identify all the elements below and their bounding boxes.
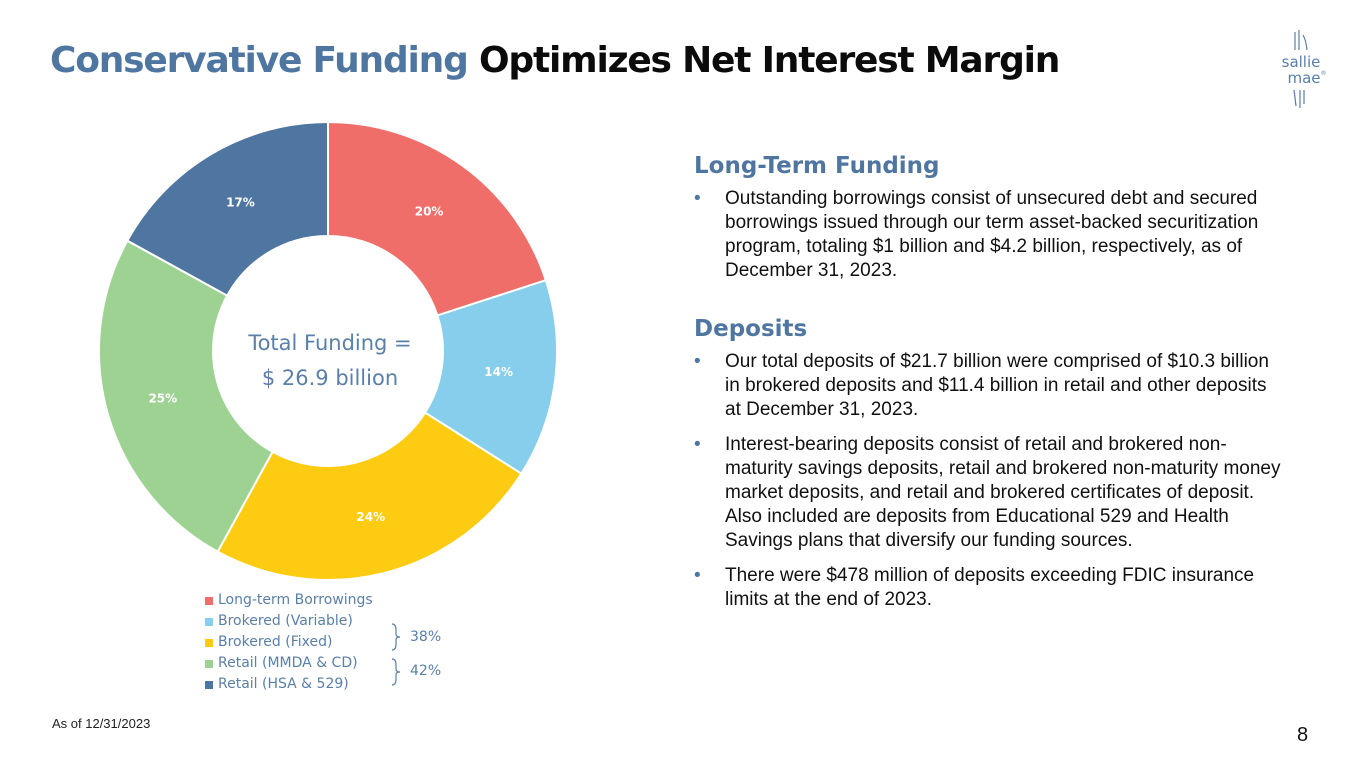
legend-label: Retail (MMDA & CD) [218, 655, 358, 671]
commentary-panel: Long-Term Funding • Outstanding borrowing… [694, 150, 1284, 612]
section-heading: Long-Term Funding [694, 153, 940, 179]
donut-center-label: Total Funding = $ 26.9 billion [215, 326, 445, 396]
brokered-group-percent: 38% [410, 629, 442, 645]
legend-label: Brokered (Variable) [218, 613, 353, 629]
slice-value-label: 20% [415, 204, 444, 218]
footnote: As of 12/31/2023 [52, 716, 151, 731]
center-label-line-2: $ 26.9 billion [261, 366, 399, 390]
logo-lines-icon [1293, 30, 1308, 108]
bullet-text: There were $478 million of deposits exce… [725, 565, 1255, 610]
bullet-dot-icon: • [694, 434, 701, 455]
legend-item: Retail (HSA & 529) [205, 674, 373, 695]
bullet-list: • Outstanding borrowings consist of unsec… [694, 187, 1284, 283]
registered-mark: ® [1320, 70, 1327, 77]
center-label-line-1: Total Funding = [248, 331, 412, 355]
legend-item: Long-term Borrowings [205, 590, 373, 611]
retail-group-percent: 42% [410, 663, 442, 679]
section-long-term-funding: Long-Term Funding • Outstanding borrowing… [694, 150, 1284, 283]
bullet-dot-icon: • [694, 351, 701, 372]
bullet-dot-icon: • [694, 188, 701, 209]
page-number: 8 [1297, 724, 1309, 746]
slice-value-label: 17% [226, 195, 255, 209]
slice-value-label: 25% [148, 391, 177, 405]
legend-label: Retail (HSA & 529) [218, 676, 349, 692]
funding-donut-chart: 20% 14% 24% 25% 17% [98, 120, 558, 581]
section-heading: Deposits [694, 316, 808, 342]
bullet-dot-icon: • [694, 565, 701, 586]
slice-value-label: 24% [356, 510, 385, 524]
bullet-item: • There were $478 million of deposits exc… [694, 564, 1284, 612]
legend-item: Brokered (Variable) [205, 611, 373, 632]
donut-slice-retail-hsa-529 [125, 120, 329, 297]
bullet-text: Interest-bearing deposits consist of ret… [725, 434, 1281, 551]
page-title: Conservative Funding Optimizes Net Inter… [50, 40, 1060, 81]
chart-legend: Long-term Borrowings Brokered (Variable) B… [205, 590, 373, 695]
legend-swatch [205, 659, 213, 668]
legend-item: Retail (MMDA & CD) [205, 653, 373, 674]
donut-slice-retail-mmda-cd [98, 239, 274, 554]
donut-slice-brokered-fixed [216, 411, 523, 581]
sallie-mae-logo: sallie mae® [1270, 30, 1340, 110]
brace-icon [391, 623, 401, 651]
bullet-text: Outstanding borrowings consist of unsecu… [725, 188, 1259, 281]
bullet-item: • Outstanding borrowings consist of unsec… [694, 187, 1284, 283]
title-highlight: Conservative Funding [50, 40, 469, 81]
slice-value-label: 14% [484, 365, 513, 379]
bullet-text: Our total deposits of $21.7 billion were… [725, 351, 1269, 420]
legend-swatch [205, 617, 213, 626]
section-deposits: Deposits • Our total deposits of $21.7 bi… [694, 313, 1284, 612]
legend-swatch [205, 638, 213, 647]
legend-swatch [205, 680, 213, 689]
logo-word-mae: mae® [1276, 71, 1338, 86]
logo-word-sallie: sallie [1281, 53, 1321, 71]
legend-item: Brokered (Fixed) [205, 632, 373, 653]
bullet-list: • Our total deposits of $21.7 billion wer… [694, 350, 1284, 612]
legend-label: Brokered (Fixed) [218, 634, 333, 650]
donut-slice-long-term-borrowings [327, 120, 548, 317]
legend-swatch [205, 596, 213, 605]
bullet-item: • Our total deposits of $21.7 billion wer… [694, 350, 1284, 422]
title-rest: Optimizes Net Interest Margin [479, 40, 1060, 81]
bullet-item: • Interest-bearing deposits consist of re… [694, 433, 1284, 553]
legend-label: Long-term Borrowings [218, 592, 373, 608]
logo-word-mae-text: mae [1287, 69, 1321, 87]
brace-icon [391, 658, 401, 686]
